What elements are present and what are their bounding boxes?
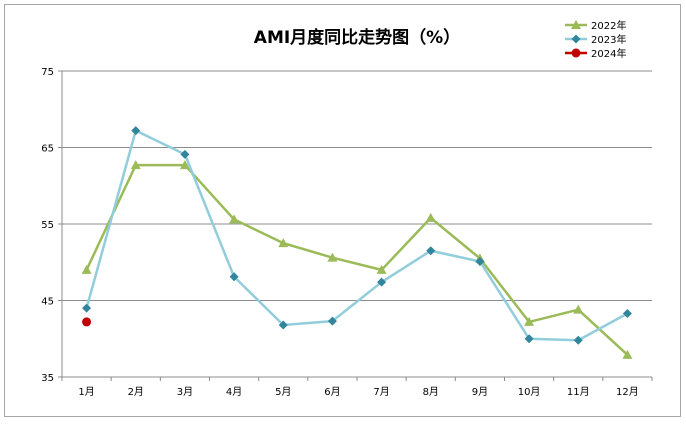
legend-item: 2023年 (565, 33, 626, 46)
x-tick-label: 4月 (226, 386, 242, 398)
data-point (425, 212, 436, 222)
data-point (131, 126, 141, 136)
data-point (278, 320, 288, 330)
x-tick-label: 2月 (128, 386, 144, 398)
data-point (180, 149, 190, 159)
chart-frame: AMI月度同比走势图（%） 35 45 55 65 75 1月 2月 3月 4月 5月 6月 7月 8月… (4, 4, 681, 417)
legend-marker (571, 20, 581, 29)
legend-label: 2024年 (591, 47, 626, 60)
x-tick-label: 9月 (472, 386, 488, 398)
y-tick-label: 35 (41, 373, 54, 384)
series-line (85, 163, 629, 356)
data-point (376, 264, 387, 274)
data-point (229, 272, 239, 282)
data-point (622, 349, 633, 359)
data-point (573, 304, 584, 314)
series-0 (81, 160, 633, 359)
legend-label: 2023年 (591, 33, 626, 46)
data-point (179, 160, 190, 170)
data-point (229, 214, 240, 224)
chart-title: AMI月度同比走势图（%） (254, 27, 460, 48)
x-tick-label: 11月 (567, 386, 590, 398)
legend-marker (571, 34, 581, 44)
x-tick-label: 6月 (324, 386, 340, 398)
y-tick-label: 65 (41, 144, 54, 155)
x-tick-label: 12月 (616, 386, 639, 398)
data-point (82, 303, 92, 313)
data-point (524, 316, 535, 326)
series-layer (81, 126, 633, 359)
data-point (573, 335, 583, 345)
gridlines (62, 70, 652, 301)
series-line (85, 129, 629, 342)
x-tick-label: 5月 (275, 386, 291, 398)
y-tick-label: 45 (41, 297, 54, 308)
data-point (130, 160, 141, 170)
x-tick-label: 7月 (373, 386, 389, 398)
data-point (327, 316, 337, 326)
y-tick-label: 75 (41, 67, 54, 78)
data-point (622, 309, 632, 319)
x-tick-label: 3月 (177, 386, 193, 398)
series-1 (82, 126, 632, 345)
x-tick-label: 10月 (518, 386, 541, 398)
axes: 35 45 55 65 75 1月 2月 3月 4月 5月 6月 7月 8月 9月 10月 11月 12月 (41, 67, 653, 398)
data-point (426, 246, 436, 256)
line-chart: AMI月度同比走势图（%） 35 45 55 65 75 1月 2月 3月 4月 5月 6月 7月 8月… (41, 19, 653, 398)
data-point (524, 334, 534, 344)
x-tick-label: 8月 (423, 386, 439, 398)
legend-item: 2024年 (565, 47, 626, 60)
legend-label: 2022年 (591, 19, 626, 32)
series-2 (82, 317, 92, 327)
data-point (81, 264, 92, 274)
y-tick-label: 55 (41, 220, 54, 231)
data-point (278, 238, 289, 248)
data-point (377, 277, 387, 287)
data-point (82, 317, 92, 327)
legend-marker (571, 48, 581, 58)
data-point (327, 252, 338, 262)
data-point (475, 256, 485, 266)
x-tick-label: 1月 (78, 386, 94, 398)
legend-item: 2022年 (565, 19, 626, 32)
